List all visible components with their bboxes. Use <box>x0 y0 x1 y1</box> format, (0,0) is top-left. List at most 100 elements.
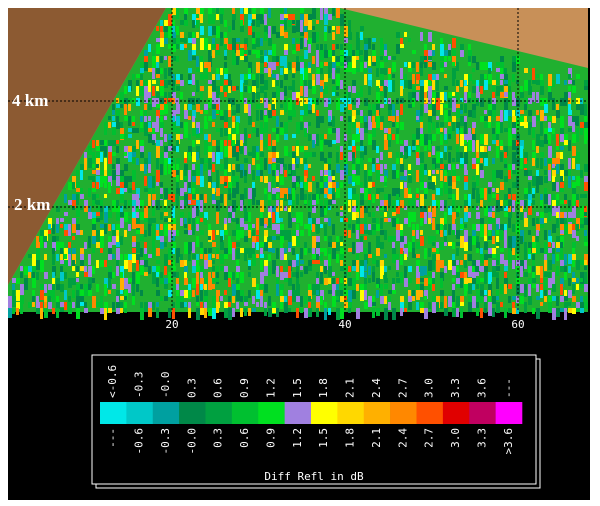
speckle <box>580 194 584 198</box>
speckle <box>252 128 256 133</box>
speckle <box>328 218 331 226</box>
speckle <box>348 302 352 308</box>
speckle <box>132 194 136 200</box>
speckle <box>252 236 256 243</box>
speckle <box>544 200 548 204</box>
speckle <box>64 272 67 279</box>
speckle <box>384 128 388 133</box>
speckle <box>540 158 543 169</box>
speckle <box>196 236 199 247</box>
speckle <box>396 260 399 270</box>
speckle <box>316 68 320 74</box>
speckle <box>364 74 367 85</box>
speckle <box>128 260 132 272</box>
speckle <box>388 80 392 92</box>
speckle <box>440 218 444 225</box>
speckle <box>272 104 275 111</box>
speckle <box>572 230 576 238</box>
speckle <box>88 266 92 277</box>
speckle <box>396 110 399 116</box>
speckle <box>568 140 571 151</box>
speckle <box>280 296 284 302</box>
speckle <box>16 290 20 301</box>
speckle <box>360 128 364 140</box>
speckle <box>168 308 171 318</box>
speckle <box>204 110 208 114</box>
speckle <box>228 278 231 287</box>
speckle <box>292 260 296 267</box>
speckle <box>568 302 571 306</box>
speckle <box>244 302 248 306</box>
speckle <box>556 110 560 118</box>
speckle <box>248 266 251 270</box>
speckle <box>36 296 39 303</box>
speckle <box>524 260 527 269</box>
speckle <box>432 302 436 313</box>
speckle <box>136 98 140 106</box>
speckle <box>156 248 160 256</box>
speckle <box>532 80 536 84</box>
speckle <box>236 56 239 65</box>
speckle <box>580 206 584 218</box>
speckle <box>428 284 431 290</box>
speckle <box>332 248 336 259</box>
speckle <box>472 80 476 84</box>
speckle <box>400 176 404 180</box>
speckle <box>360 50 363 55</box>
speckle <box>196 266 200 272</box>
speckle <box>544 116 547 121</box>
speckle <box>532 140 535 150</box>
speckle <box>576 176 580 186</box>
speckle <box>280 8 283 13</box>
speckle <box>236 152 239 161</box>
speckle <box>572 248 575 254</box>
speckle <box>448 170 451 176</box>
speckle <box>180 122 183 128</box>
speckle <box>260 218 264 226</box>
speckle <box>328 50 332 57</box>
speckle <box>212 26 216 35</box>
speckle <box>572 260 575 267</box>
lower-label: --- <box>106 428 119 448</box>
speckle <box>156 74 160 78</box>
speckle <box>240 170 243 178</box>
speckle <box>580 170 583 178</box>
speckle <box>196 134 200 138</box>
speckle <box>280 128 284 135</box>
speckle <box>320 206 324 217</box>
speckle <box>496 122 500 134</box>
speckle <box>224 248 228 255</box>
speckle <box>520 92 524 98</box>
speckle <box>560 98 564 106</box>
speckle <box>448 242 452 246</box>
speckle <box>176 176 179 183</box>
speckle <box>364 218 367 224</box>
speckle <box>308 194 311 200</box>
speckle <box>432 236 436 241</box>
speckle <box>376 194 379 199</box>
speckle <box>504 236 507 248</box>
speckle <box>96 140 99 146</box>
speckle <box>300 86 303 96</box>
speckle <box>284 104 287 112</box>
speckle <box>540 278 543 283</box>
speckle <box>480 188 484 198</box>
speckle <box>404 308 407 312</box>
speckle <box>392 170 396 179</box>
speckle <box>184 200 187 206</box>
speckle <box>228 104 231 111</box>
speckle <box>476 194 480 203</box>
speckle <box>440 56 444 61</box>
speckle <box>28 254 32 258</box>
speckle <box>228 194 231 200</box>
speckle <box>448 176 452 186</box>
speckle <box>584 296 587 303</box>
speckle <box>308 110 312 114</box>
speckle <box>128 254 132 261</box>
speckle <box>356 146 360 151</box>
speckle <box>288 194 292 200</box>
speckle <box>304 308 308 318</box>
speckle <box>404 236 407 244</box>
speckle <box>464 122 467 134</box>
speckle <box>584 194 587 198</box>
